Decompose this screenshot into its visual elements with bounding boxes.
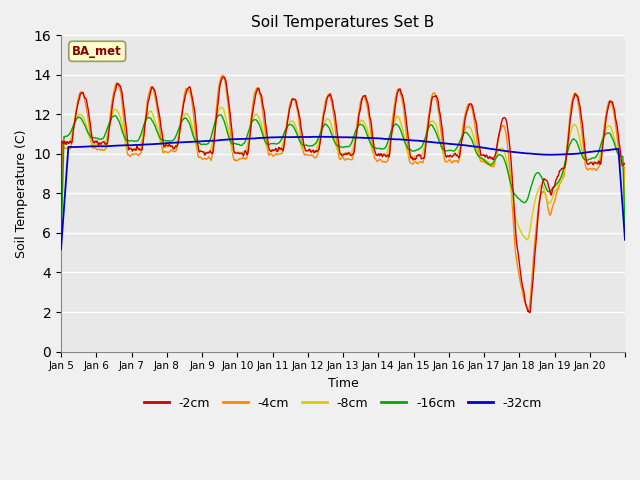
Y-axis label: Soil Temperature (C): Soil Temperature (C) <box>15 129 28 258</box>
Text: BA_met: BA_met <box>72 45 122 58</box>
Legend: -2cm, -4cm, -8cm, -16cm, -32cm: -2cm, -4cm, -8cm, -16cm, -32cm <box>139 392 547 415</box>
Title: Soil Temperatures Set B: Soil Temperatures Set B <box>252 15 435 30</box>
X-axis label: Time: Time <box>328 377 358 390</box>
